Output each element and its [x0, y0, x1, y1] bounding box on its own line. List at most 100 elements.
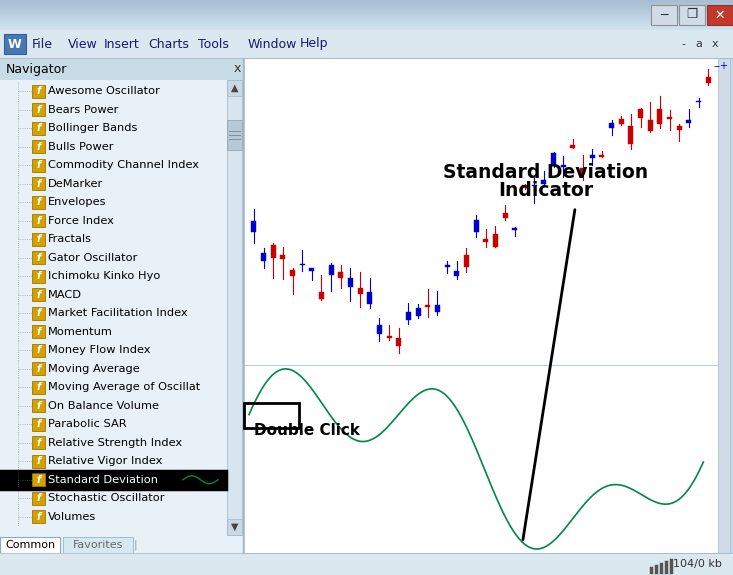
Text: Window: Window	[248, 37, 298, 51]
Text: 104/0 kb: 104/0 kb	[673, 559, 722, 569]
FancyBboxPatch shape	[32, 104, 45, 116]
Bar	[319, 292, 324, 298]
Bar	[406, 312, 411, 320]
Bar	[227, 519, 242, 535]
Text: f: f	[37, 179, 40, 189]
Bar	[0, 553, 733, 575]
FancyBboxPatch shape	[32, 122, 45, 135]
Bar	[270, 246, 276, 258]
Bar	[590, 155, 594, 158]
FancyBboxPatch shape	[32, 85, 45, 98]
Text: File: File	[32, 37, 53, 51]
Bar	[493, 234, 498, 247]
Bar	[0, 58, 243, 553]
Text: W: W	[8, 37, 22, 51]
Text: Parabolic SAR: Parabolic SAR	[48, 419, 127, 430]
Bar	[377, 325, 382, 334]
Text: Help: Help	[300, 37, 328, 51]
Text: Relative Vigor Index: Relative Vigor Index	[48, 456, 163, 466]
FancyBboxPatch shape	[32, 473, 45, 486]
Bar	[0, 13, 733, 14]
Text: DeMarker: DeMarker	[48, 179, 103, 189]
FancyBboxPatch shape	[32, 140, 45, 154]
Bar	[0, 21, 733, 22]
Text: Bears Power: Bears Power	[48, 105, 118, 115]
Text: Market Facilitation Index: Market Facilitation Index	[48, 308, 188, 318]
Text: f: f	[37, 401, 40, 411]
FancyBboxPatch shape	[32, 251, 45, 264]
Bar	[367, 292, 372, 304]
Text: Awesome Oscillator: Awesome Oscillator	[48, 86, 160, 96]
Bar	[522, 185, 527, 187]
Text: ▲: ▲	[231, 83, 238, 93]
Text: Double Click: Double Click	[254, 423, 360, 438]
Text: Relative Strength Index: Relative Strength Index	[48, 438, 182, 448]
Bar	[531, 185, 537, 186]
Bar	[679, 5, 705, 25]
Bar	[707, 5, 733, 25]
FancyBboxPatch shape	[32, 159, 45, 172]
Text: Bollinger Bands: Bollinger Bands	[48, 123, 137, 133]
Bar	[445, 265, 449, 267]
Text: Favorites: Favorites	[73, 540, 123, 550]
Bar	[425, 305, 430, 306]
Text: Charts: Charts	[148, 37, 189, 51]
Text: |: |	[133, 540, 137, 550]
Bar	[244, 58, 730, 553]
Text: f: f	[37, 512, 40, 522]
Text: ▼: ▼	[231, 522, 238, 532]
Bar	[0, 16, 733, 17]
FancyBboxPatch shape	[32, 288, 45, 301]
Bar	[0, 3, 733, 4]
Bar	[435, 305, 440, 312]
FancyBboxPatch shape	[32, 510, 45, 523]
FancyBboxPatch shape	[32, 399, 45, 412]
Bar	[0, 8, 733, 9]
FancyBboxPatch shape	[32, 492, 45, 505]
Bar	[281, 255, 285, 259]
FancyBboxPatch shape	[32, 177, 45, 190]
Bar	[0, 9, 733, 10]
Text: Force Index: Force Index	[48, 216, 114, 226]
Bar	[0, 30, 733, 58]
Bar	[718, 58, 730, 553]
Bar	[0, 20, 733, 21]
Bar	[0, 537, 60, 553]
Bar	[0, 12, 733, 13]
Text: ─: ─	[660, 9, 668, 21]
Bar	[416, 308, 421, 316]
Bar	[0, 14, 733, 15]
Text: Moving Average: Moving Average	[48, 364, 140, 374]
Text: Moving Average of Oscillat: Moving Average of Oscillat	[48, 382, 200, 392]
Text: Standard Deviation: Standard Deviation	[443, 163, 648, 182]
Bar	[696, 101, 701, 102]
FancyBboxPatch shape	[32, 362, 45, 375]
Text: Bulls Power: Bulls Power	[48, 142, 114, 152]
Bar	[0, 2, 733, 3]
FancyBboxPatch shape	[32, 196, 45, 209]
Text: ✕: ✕	[715, 9, 725, 21]
Bar	[0, 19, 733, 20]
Text: Envelopes: Envelopes	[48, 197, 106, 207]
Text: Commodity Channel Index: Commodity Channel Index	[48, 160, 199, 170]
Text: f: f	[37, 308, 40, 318]
Text: Insert: Insert	[104, 37, 140, 51]
Text: Stochastic Oscillator: Stochastic Oscillator	[48, 493, 164, 503]
Text: f: f	[37, 86, 40, 96]
Bar	[0, 25, 733, 26]
FancyBboxPatch shape	[32, 455, 45, 467]
Text: Common: Common	[5, 540, 55, 550]
FancyBboxPatch shape	[32, 270, 45, 283]
Bar	[551, 153, 556, 165]
Bar	[0, 24, 733, 25]
Bar	[648, 120, 652, 132]
Bar	[227, 80, 242, 96]
Bar	[454, 271, 460, 276]
Text: x: x	[233, 63, 240, 75]
Text: f: f	[37, 290, 40, 300]
Bar	[0, 4, 733, 5]
Bar	[570, 144, 575, 148]
Bar	[0, 26, 733, 27]
Text: -: -	[681, 39, 685, 49]
Text: Volumes: Volumes	[48, 512, 96, 522]
